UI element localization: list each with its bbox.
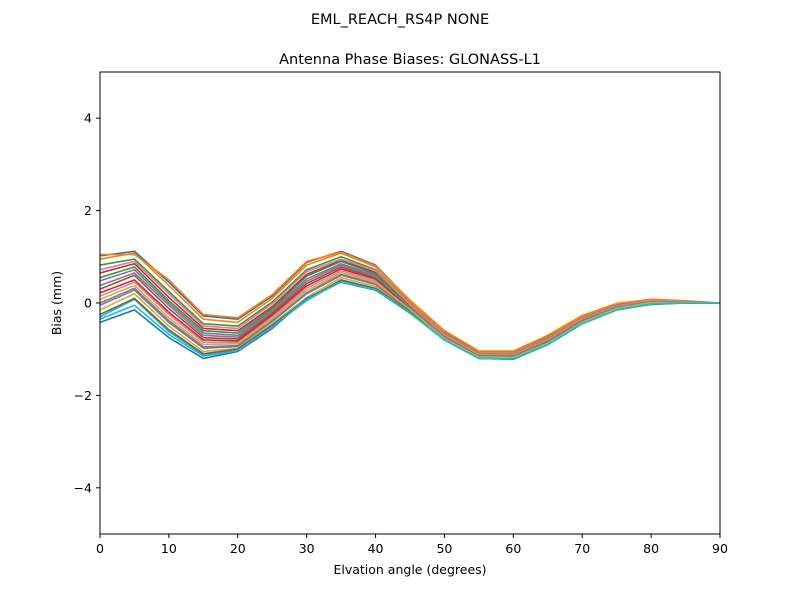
x-tick-label: 80 — [643, 541, 659, 556]
y-tick-label: −2 — [74, 388, 92, 403]
x-tick-label: 90 — [712, 541, 728, 556]
series-line-20 — [100, 280, 720, 360]
y-axis-ticks: −4 −2 0 2 4 — [74, 111, 100, 495]
series-layer — [100, 250, 720, 361]
x-tick-label: 70 — [574, 541, 590, 556]
x-tick-label: 0 — [96, 541, 104, 556]
series-line-18 — [100, 264, 720, 357]
x-tick-label: 20 — [230, 541, 246, 556]
x-tick-label: 60 — [505, 541, 521, 556]
y-axis-label: Bias (mm) — [49, 271, 64, 335]
x-axis-ticks: 0 10 20 30 40 50 60 70 80 90 — [96, 534, 728, 556]
series-line-12 — [100, 251, 720, 352]
y-tick-label: 0 — [84, 296, 92, 311]
x-tick-label: 40 — [368, 541, 384, 556]
x-axis-label: Elvation angle (degrees) — [333, 562, 486, 577]
chart-title: Antenna Phase Biases: GLONASS-L1 — [279, 52, 541, 68]
series-line-17 — [100, 258, 720, 356]
x-tick-label: 10 — [161, 541, 177, 556]
y-tick-label: 4 — [84, 111, 92, 126]
x-tick-label: 30 — [299, 541, 315, 556]
series-line-2 — [100, 252, 720, 354]
figure-suptitle: EML_REACH_RS4P NONE — [311, 12, 489, 28]
plot-frame — [99, 71, 721, 535]
x-tick-label: 50 — [436, 541, 452, 556]
series-line-19 — [100, 271, 720, 359]
y-tick-label: −4 — [74, 480, 92, 495]
y-tick-label: 2 — [84, 203, 92, 218]
